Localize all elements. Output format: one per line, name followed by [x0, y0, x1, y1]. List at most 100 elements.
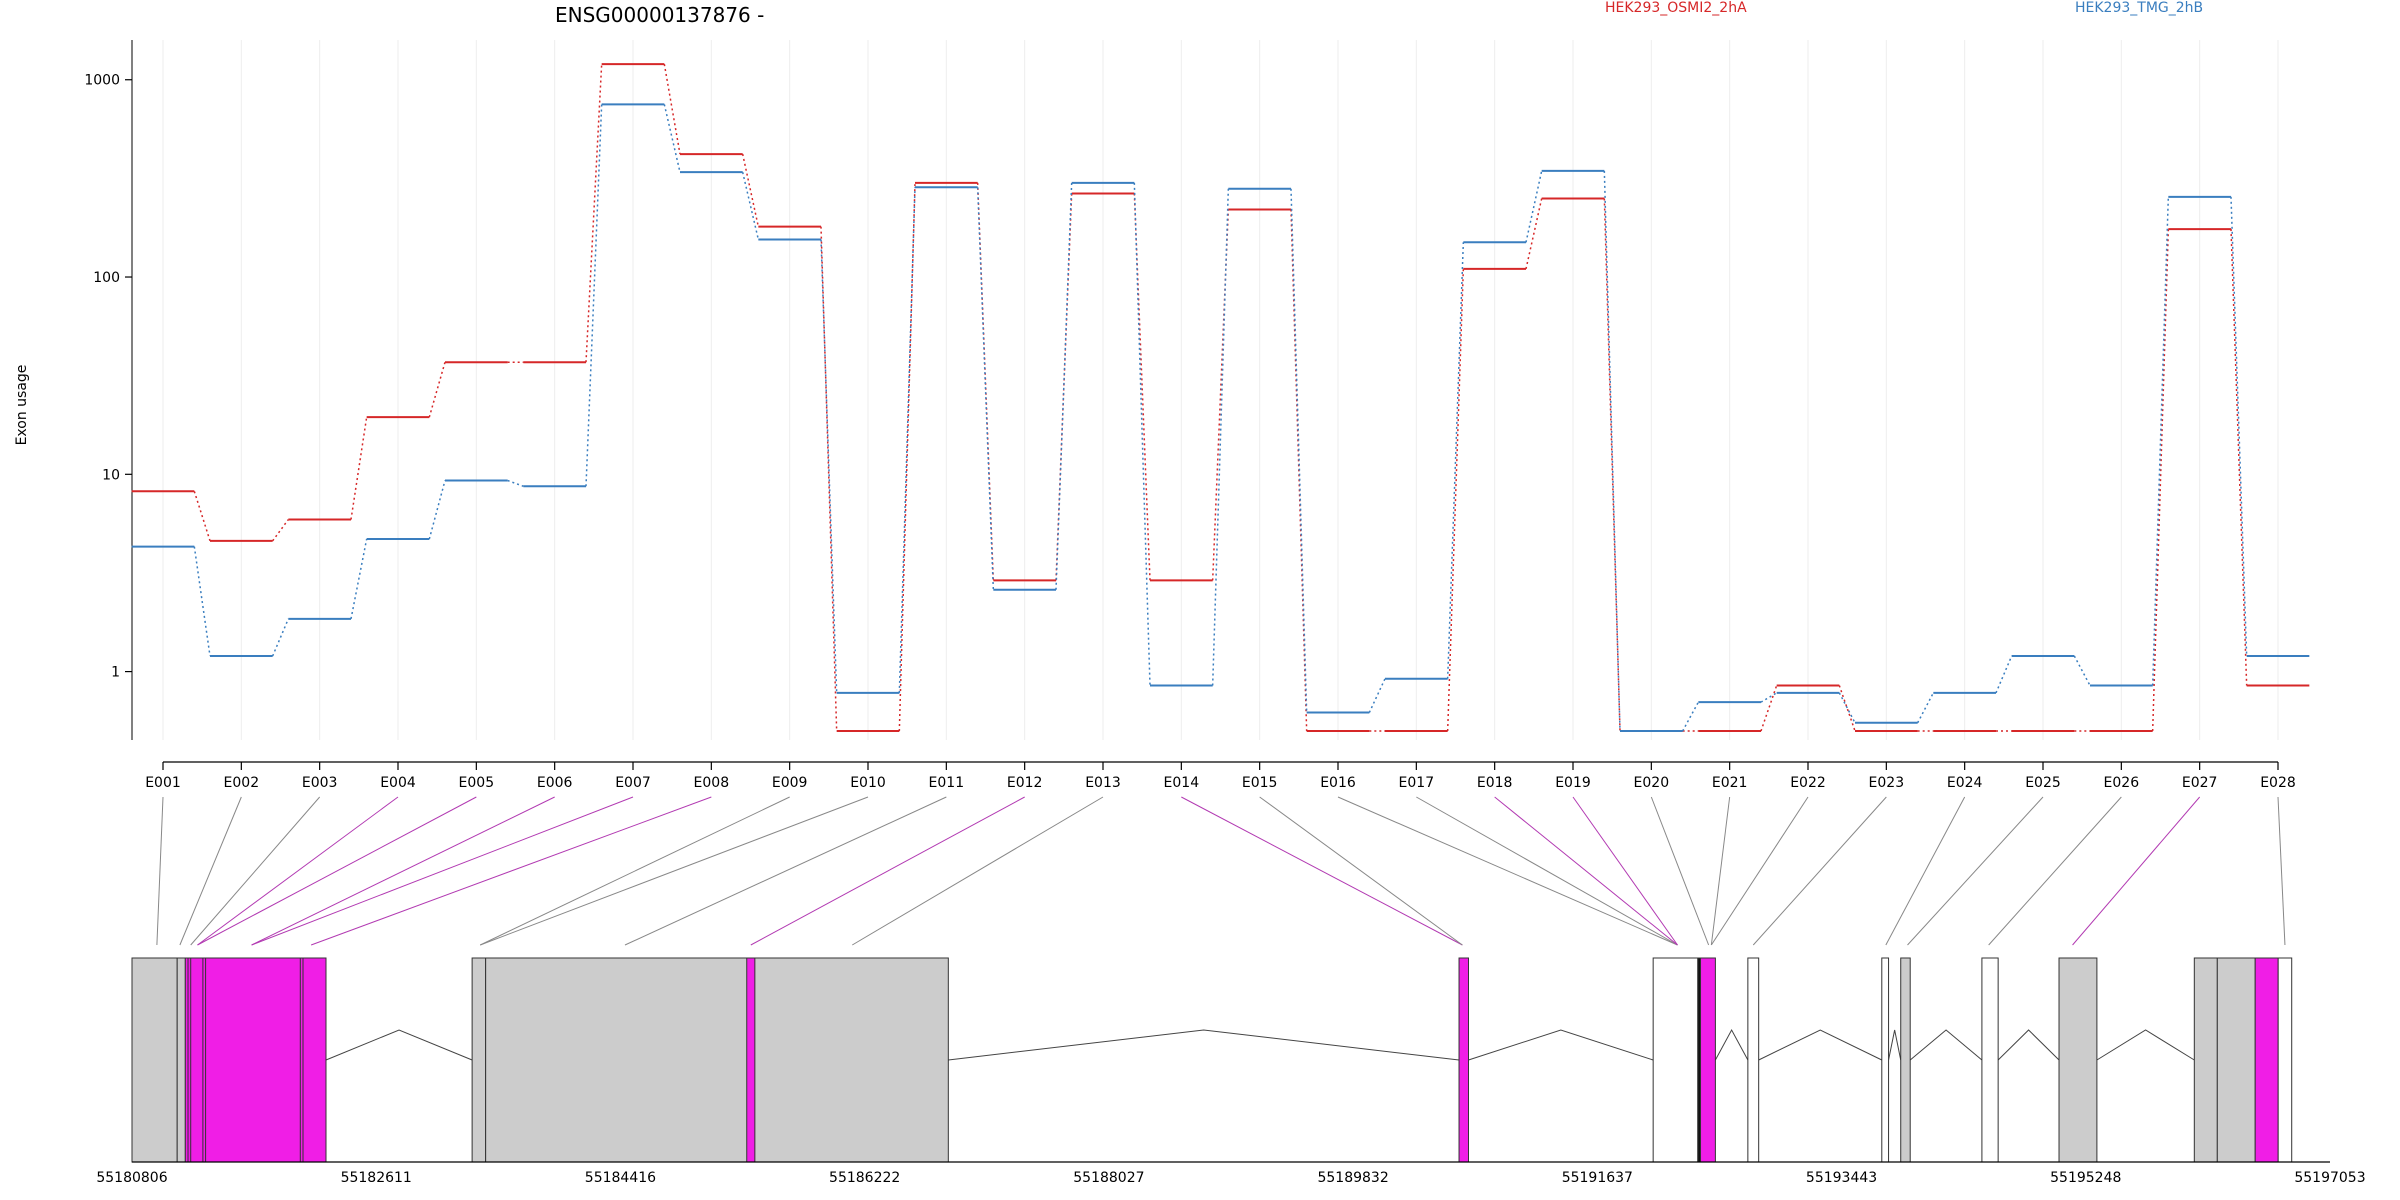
exon-block: [2277, 957, 2293, 1163]
exon-block: [299, 957, 304, 1163]
genome-tick-label: 55195248: [2050, 1170, 2121, 1186]
y-tick-label: 1: [111, 665, 120, 681]
genome-tick-label: 55184416: [585, 1170, 656, 1186]
intron: [1997, 1029, 2060, 1061]
x-tick-label: E013: [1085, 775, 1121, 791]
exon-connector: [1710, 796, 1731, 946]
series-connector-line: [1525, 170, 1543, 243]
series-connector-line: [2230, 229, 2248, 686]
exon-block: [2216, 957, 2256, 1163]
exon-block: [176, 957, 186, 1163]
series-connector-line: [1211, 209, 1230, 581]
series-connector-line: [898, 187, 916, 693]
series-connector-line: [428, 480, 446, 540]
x-tick-label: E026: [2104, 775, 2140, 791]
series-connector-line: [663, 104, 681, 173]
intron: [948, 1029, 1460, 1061]
x-tick-label: E022: [1790, 775, 1826, 791]
exon-connector: [1572, 796, 1678, 946]
series-connector-line: [507, 479, 524, 487]
series-connector-line: [272, 519, 289, 542]
exon-block: [202, 957, 207, 1163]
intron: [325, 1029, 473, 1061]
series-connector-line: [193, 491, 211, 542]
x-tick-label: E001: [145, 775, 181, 791]
exon-block: [1881, 957, 1890, 1163]
exon-block: [131, 957, 178, 1163]
series-connector-line: [741, 153, 760, 227]
exon-connector: [1337, 796, 1678, 946]
exon-connector: [1885, 796, 1966, 946]
x-tick-label: E011: [929, 775, 965, 791]
x-tick-label: E014: [1164, 775, 1200, 791]
exon-block: [1981, 957, 1999, 1163]
x-tick-label: E025: [2025, 775, 2061, 791]
exon-connector: [1650, 796, 1710, 946]
exon-connector: [1416, 796, 1678, 946]
exon-block: [2058, 957, 2098, 1163]
exon-connector: [190, 796, 321, 946]
x-tick-label: E015: [1242, 775, 1278, 791]
x-tick-label: E002: [224, 775, 260, 791]
intron: [1888, 1029, 1902, 1061]
series-connector-line: [1055, 182, 1073, 590]
series-1: [131, 63, 2310, 732]
series-connector-line: [1995, 655, 2013, 694]
exon-connector: [480, 796, 869, 946]
exon-connector: [251, 796, 634, 946]
series-connector-line: [1682, 701, 1699, 732]
y-axis-label: Exon usage: [14, 365, 30, 446]
exon-connector: [251, 796, 555, 946]
series-connector-line: [820, 239, 838, 693]
exon-connector: [1259, 796, 1463, 946]
exon-connector: [750, 796, 1025, 946]
series-connector-line: [1760, 685, 1778, 732]
series-connector-line: [663, 63, 681, 155]
genome-axis: 55180806 55182611 55184416 55186222 55188027…: [96, 1161, 2366, 1186]
intron: [1468, 1029, 1654, 1061]
series-connector-line: [976, 187, 995, 590]
exon-connector: [1494, 796, 1678, 946]
exon-connectors: [156, 796, 2286, 946]
gene-model: [131, 957, 2293, 1163]
genome-tick-label: 55189832: [1317, 1170, 1388, 1186]
x-tick-label: E010: [850, 775, 886, 791]
exon-connector: [197, 796, 399, 946]
series-connector-line: [193, 546, 211, 657]
x-tick-label: E017: [1399, 775, 1435, 791]
axes: E001 E002 E003 E004 E005 E006 E007 E008 E009 E010…: [84, 40, 2296, 791]
intron: [1714, 1028, 1749, 1061]
genome-tick-label: 55197053: [2294, 1170, 2365, 1186]
x-tick-label: E012: [1007, 775, 1043, 791]
series-connector-line: [2151, 196, 2170, 686]
y-tick-label: 100: [93, 270, 120, 286]
series-connector-line: [2230, 196, 2248, 656]
series-connector-line: [898, 182, 916, 731]
series-connector-line: [1368, 678, 1386, 713]
exon-connector: [1988, 796, 2122, 946]
exon-block: [471, 957, 487, 1163]
x-tick-label: E006: [537, 775, 573, 791]
genome-tick-label: 55191637: [1562, 1170, 1633, 1186]
genome-tick-label: 55180806: [96, 1170, 167, 1186]
exon-block: [1700, 957, 1716, 1163]
series-connector-line: [1446, 242, 1465, 679]
genome-tick-label: 55193443: [1806, 1170, 1877, 1186]
exon-block: [1652, 957, 1699, 1163]
y-tick-label: 10: [102, 467, 120, 483]
intron: [1909, 1029, 1983, 1061]
gridlines: [162, 40, 2279, 740]
intron: [1758, 1029, 1883, 1061]
series-connector-line: [1133, 193, 1151, 581]
exon-connector: [1181, 796, 1463, 946]
exon-block: [1458, 957, 1469, 1163]
exon-connector: [2277, 796, 2286, 946]
x-tick-label: E027: [2182, 775, 2218, 791]
series-connector-line: [585, 64, 603, 363]
exon-connector: [480, 796, 790, 946]
legend-label-series-2: HEK293_TMG_2hB: [2075, 0, 2203, 16]
exon-block: [184, 957, 327, 1163]
x-tick-label: E005: [459, 775, 495, 791]
series-connector-line: [741, 172, 760, 240]
